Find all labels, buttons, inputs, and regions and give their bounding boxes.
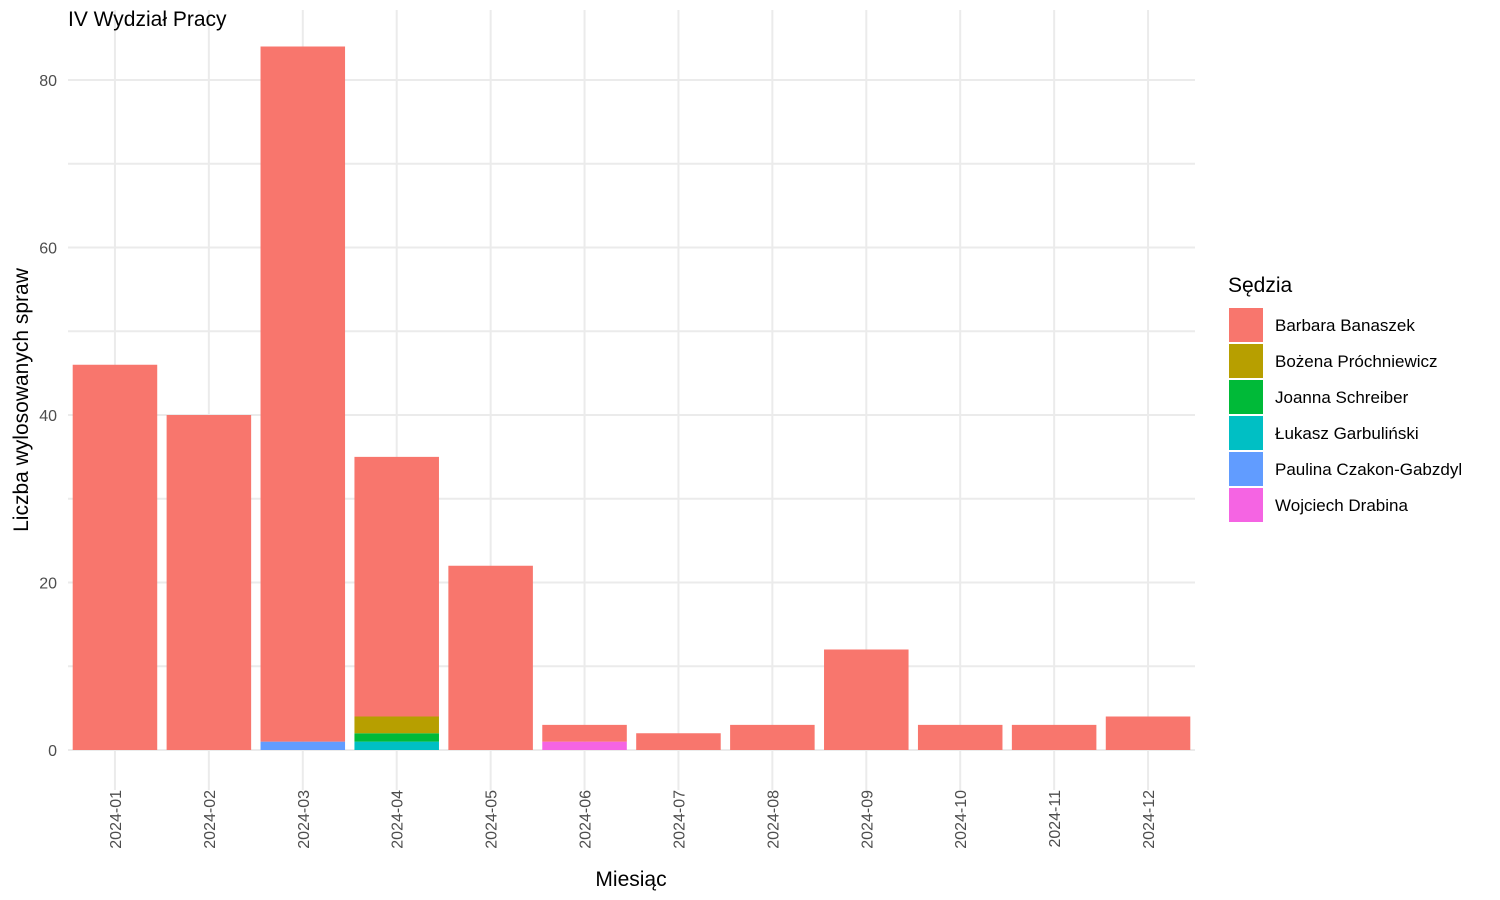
bar-segment [260, 46, 346, 742]
bar-segment [448, 565, 533, 750]
chart-title: IV Wydział Pracy [68, 8, 227, 31]
bar-segment [730, 724, 815, 750]
legend-label: Paulina Czakon-Gabzdyl [1275, 460, 1462, 479]
legend-title: Sędzia [1228, 274, 1293, 297]
x-tick-label: 2024-07 [671, 790, 688, 849]
legend-swatch [1229, 452, 1263, 486]
bar-segment [72, 364, 158, 750]
legend-items: Barbara Banaszek Bożena Próchniewicz Joann… [1229, 308, 1462, 522]
y-tick-label: 20 [39, 576, 57, 593]
bar-segment [354, 741, 439, 750]
bar-segment [542, 741, 627, 750]
x-tick-label: 2024-09 [859, 790, 876, 849]
x-tick-label: 2024-08 [765, 790, 782, 849]
bar-segment [824, 649, 909, 750]
y-axis-ticks: 0 20 40 60 80 [39, 73, 57, 760]
bar-segment [354, 733, 439, 742]
x-tick-label: 2024-06 [578, 790, 595, 849]
y-tick-label: 60 [39, 241, 57, 258]
y-tick-label: 80 [39, 73, 57, 90]
legend-label: Joanna Schreiber [1275, 388, 1409, 407]
legend-swatch [1229, 416, 1263, 450]
x-axis-ticks: 2024-01 2024-02 2024-03 2024-04 2024-05 2024-… [108, 790, 1158, 849]
x-axis-title: Miesiąc [595, 868, 666, 891]
x-tick-label: 2024-01 [108, 790, 125, 849]
legend-label: Bożena Próchniewicz [1275, 352, 1438, 371]
bar-segment [1011, 724, 1097, 750]
legend-swatch [1229, 344, 1263, 378]
legend-label: Wojciech Drabina [1275, 496, 1408, 515]
x-tick-label: 2024-03 [296, 790, 313, 849]
y-tick-label: 0 [48, 743, 57, 760]
bar-segment [917, 724, 1003, 750]
bar-segment [1105, 716, 1191, 750]
legend-swatch [1229, 308, 1263, 342]
y-tick-label: 40 [39, 408, 57, 425]
legend: Sędzia Barbara Banaszek Bożena Próchniewi… [1228, 274, 1462, 522]
x-tick-label: 2024-10 [953, 790, 970, 849]
bar-segment [636, 733, 721, 750]
x-tick-label: 2024-05 [484, 790, 501, 849]
legend-swatch [1229, 380, 1263, 414]
bar-segment [354, 456, 439, 717]
legend-swatch [1229, 488, 1263, 522]
bar-segment [166, 415, 252, 750]
bar-segment [542, 724, 627, 742]
x-tick-label: 2024-11 [1047, 790, 1064, 848]
legend-label: Łukasz Garbuliński [1275, 424, 1419, 443]
legend-label: Barbara Banaszek [1275, 316, 1415, 335]
x-tick-label: 2024-12 [1141, 790, 1158, 849]
bar-segment [354, 716, 439, 734]
y-axis-title: Liczba wylosowanych spraw [10, 267, 33, 532]
x-tick-label: 2024-02 [202, 790, 219, 849]
bars [72, 46, 1191, 750]
bar-segment [260, 741, 346, 750]
x-tick-label: 2024-04 [390, 790, 407, 849]
